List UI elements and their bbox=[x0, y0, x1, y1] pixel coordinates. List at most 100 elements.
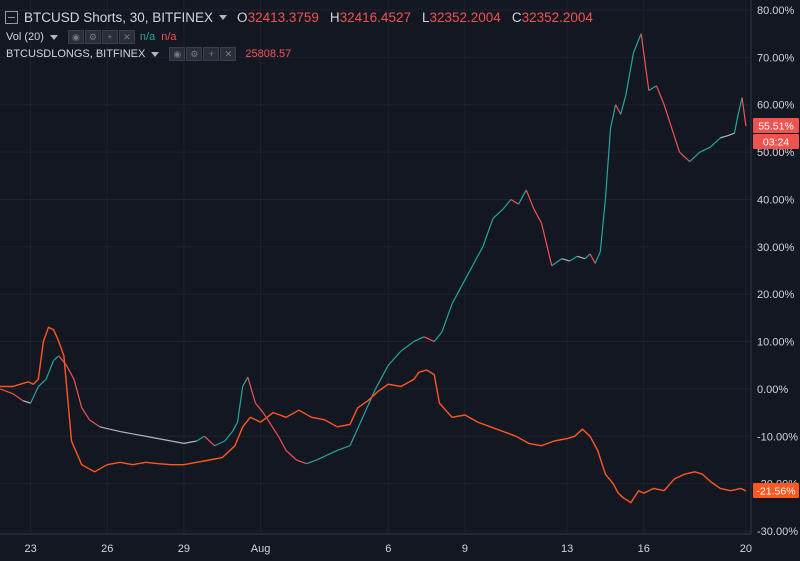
shorts-candle bbox=[620, 95, 627, 115]
x-tick-label: 26 bbox=[101, 543, 113, 555]
shorts-candle bbox=[441, 303, 453, 333]
countdown-label: 03:24 bbox=[763, 136, 789, 148]
shorts-candle bbox=[316, 454, 328, 461]
y-tick-label: 60.00% bbox=[757, 100, 795, 112]
shorts-candle bbox=[277, 435, 287, 451]
shorts-candle bbox=[510, 198, 519, 205]
shorts-candle bbox=[625, 52, 635, 96]
shorts-candle bbox=[502, 199, 512, 210]
shorts-candle bbox=[236, 386, 244, 423]
main-legend: BTCUSD Shorts, 30, BITFINEX O32413.3759 … bbox=[0, 7, 604, 27]
shorts-candle bbox=[741, 97, 747, 127]
shorts-candle bbox=[326, 449, 338, 456]
y-tick-label: 0.00% bbox=[757, 384, 788, 396]
eye-icon[interactable]: ◉ bbox=[67, 30, 84, 44]
shorts-candle bbox=[336, 445, 351, 452]
shorts-candle bbox=[604, 128, 612, 200]
shorts-candle bbox=[387, 350, 402, 366]
y-tick-label: 70.00% bbox=[757, 52, 795, 64]
shorts-candle bbox=[733, 114, 739, 134]
compare-value: 25808.57 bbox=[245, 48, 292, 60]
shorts-candle bbox=[599, 199, 606, 252]
shorts-candle bbox=[349, 417, 364, 446]
ohlc-low: L32352.2004 bbox=[421, 9, 501, 25]
shorts-candle bbox=[285, 450, 297, 461]
shorts-candle bbox=[699, 146, 711, 153]
shorts-candle bbox=[30, 386, 39, 404]
shorts-candle bbox=[569, 255, 578, 262]
y-tick-label: -30.00% bbox=[757, 526, 798, 538]
shorts-candle bbox=[89, 419, 100, 428]
y-tick-label: 30.00% bbox=[757, 242, 795, 254]
shorts-candle bbox=[632, 33, 642, 53]
last-value-label: 55.51% bbox=[758, 120, 794, 132]
shorts-candle bbox=[242, 376, 249, 387]
shorts-candle bbox=[73, 379, 83, 409]
shorts-candle bbox=[648, 85, 657, 92]
shorts-candle bbox=[374, 364, 389, 390]
chevron-down-icon[interactable] bbox=[49, 34, 58, 40]
shorts-candle bbox=[709, 137, 721, 148]
volume-value: n/a bbox=[139, 31, 156, 43]
shorts-candle bbox=[584, 253, 591, 260]
series-shorts bbox=[0, 33, 747, 465]
shorts-candle bbox=[203, 435, 215, 447]
eye-icon[interactable]: ◉ bbox=[169, 47, 186, 61]
close-icon[interactable]: ✕ bbox=[118, 30, 135, 44]
shorts-candle bbox=[640, 33, 650, 91]
countdown-badge bbox=[753, 133, 799, 149]
shorts-candle bbox=[561, 258, 570, 262]
shorts-candle bbox=[423, 336, 435, 343]
shorts-candle bbox=[482, 218, 494, 248]
shorts-candle bbox=[720, 134, 729, 139]
shorts-candle bbox=[65, 364, 75, 380]
compare-symbol-label[interactable]: BTCUSDLONGS, BITFINEX bbox=[6, 48, 146, 60]
shorts-candle bbox=[0, 388, 13, 395]
shorts-candle bbox=[518, 189, 527, 205]
shorts-candle bbox=[451, 284, 463, 304]
shorts-candle bbox=[492, 208, 504, 219]
chevron-down-icon[interactable] bbox=[151, 51, 160, 57]
shorts-candle bbox=[461, 265, 474, 285]
shorts-candle bbox=[109, 428, 121, 433]
x-tick-label: 16 bbox=[638, 543, 650, 555]
last-value-badge bbox=[753, 117, 799, 133]
last-value-label: -21.56% bbox=[756, 486, 795, 498]
shorts-candle bbox=[655, 85, 665, 105]
add-icon[interactable]: + bbox=[203, 47, 220, 61]
shorts-candle bbox=[158, 438, 172, 442]
shorts-candle bbox=[262, 412, 272, 425]
symbol-title[interactable]: BTCUSD Shorts, 30, BITFINEX bbox=[24, 9, 214, 25]
x-tick-label: 6 bbox=[385, 543, 391, 555]
shorts-candle bbox=[270, 424, 279, 437]
collapse-legend-icon[interactable] bbox=[5, 10, 18, 24]
shorts-candle bbox=[119, 430, 133, 435]
grid-lines bbox=[0, 0, 751, 534]
shorts-candle bbox=[679, 151, 691, 163]
shorts-candle bbox=[589, 253, 596, 264]
close-icon[interactable]: ✕ bbox=[220, 47, 237, 61]
volume-study-label[interactable]: Vol (20) bbox=[6, 31, 44, 43]
x-tick-label: 23 bbox=[25, 543, 37, 555]
x-tick-label: Aug bbox=[251, 543, 271, 555]
settings-icon[interactable]: ⚙ bbox=[186, 47, 203, 61]
shorts-candle bbox=[663, 104, 673, 129]
shorts-candle bbox=[540, 222, 553, 266]
chevron-down-icon[interactable] bbox=[219, 14, 228, 20]
shorts-candle bbox=[609, 104, 617, 129]
shorts-candle bbox=[22, 400, 31, 404]
shorts-candle bbox=[196, 435, 205, 442]
x-tick-label: 29 bbox=[178, 543, 190, 555]
shorts-candle bbox=[551, 258, 563, 267]
shorts-candle bbox=[306, 459, 317, 465]
shorts-candle bbox=[99, 426, 110, 430]
add-icon[interactable]: + bbox=[101, 30, 118, 44]
volume-legend: Vol (20) ◉ ⚙ + ✕ n/a n/a bbox=[0, 29, 177, 45]
settings-icon[interactable]: ⚙ bbox=[84, 30, 101, 44]
shorts-candle bbox=[671, 128, 681, 153]
shorts-candle bbox=[247, 376, 257, 404]
shorts-candle bbox=[171, 440, 185, 444]
shorts-candle bbox=[525, 189, 535, 210]
